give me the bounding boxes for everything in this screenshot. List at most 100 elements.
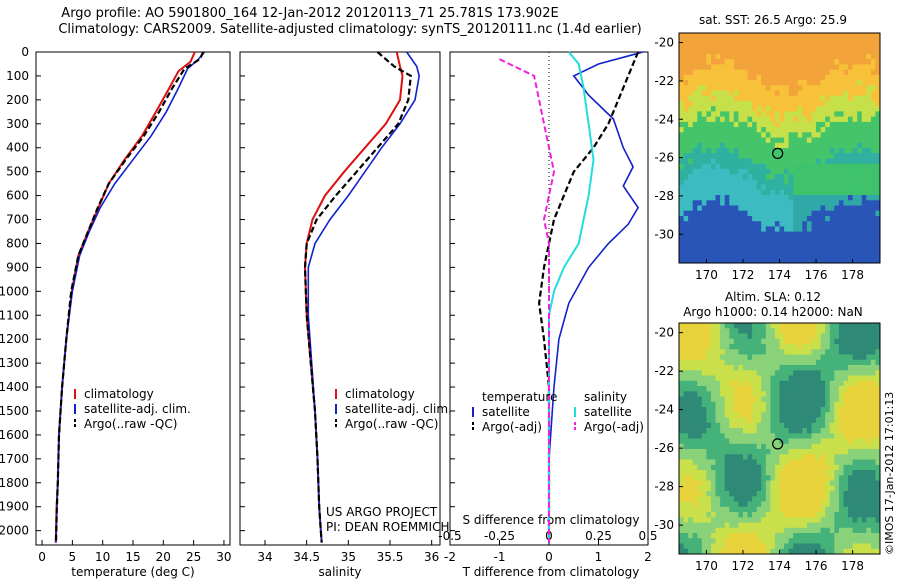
map-cell [811, 501, 817, 508]
map-cell [715, 85, 721, 91]
map-cell [752, 370, 758, 376]
map-cell [715, 538, 721, 544]
map-cell [774, 80, 780, 86]
legend-label: satellite [584, 405, 632, 419]
map-cell [861, 142, 867, 149]
map-cell [720, 501, 726, 508]
map-cell [857, 475, 863, 481]
map-cell [784, 148, 790, 154]
map-cell [866, 179, 872, 185]
map-cell [774, 417, 780, 424]
map-cell [724, 174, 730, 180]
map-cell [784, 365, 790, 371]
map-cell [692, 485, 698, 492]
map-cell [752, 480, 758, 487]
map-cell [870, 443, 876, 450]
map-cell [843, 512, 849, 518]
map-cell [770, 543, 776, 550]
map-cell [870, 401, 876, 408]
map-cell [870, 158, 876, 165]
map-cell [806, 349, 812, 355]
map-cell [875, 464, 881, 471]
map-cell [820, 90, 826, 97]
imos-stamp: ©IMOS 17-Jan-2012 17:01:13 [883, 392, 896, 555]
map-cell [733, 485, 739, 492]
map-cell [852, 127, 858, 133]
map-cell [797, 517, 803, 523]
map-cell [857, 179, 863, 185]
map-cell [816, 43, 821, 50]
map-cell [711, 242, 716, 248]
map-cell [870, 354, 876, 361]
map-cell [834, 221, 840, 227]
map-cell [866, 538, 872, 544]
map-cell [706, 386, 712, 392]
map-cell [747, 417, 753, 424]
legend-title-temperature: temperature [482, 390, 557, 404]
map-cell [838, 354, 844, 361]
map-cell [715, 338, 721, 345]
map-cell [692, 252, 698, 259]
map-cell [724, 412, 730, 418]
map-cell [701, 527, 707, 534]
map-cell [829, 512, 835, 518]
map-cell [743, 454, 748, 460]
map-cell [765, 95, 771, 102]
map-cell [820, 522, 826, 529]
map-cell [820, 407, 826, 413]
map-cell [706, 80, 712, 86]
map-cell [756, 179, 762, 185]
map-cell [816, 53, 821, 60]
map-cell [679, 195, 684, 201]
map-cell [870, 328, 876, 334]
map-cell [870, 512, 876, 518]
map-cell [784, 43, 790, 50]
map-cell [788, 527, 794, 534]
map-cell [715, 90, 721, 97]
map-cell [683, 375, 689, 382]
y-tick-label: 1200 [0, 332, 29, 346]
map-cell [697, 344, 703, 350]
map-cell [743, 64, 748, 70]
map-cell [738, 174, 744, 180]
map-cell [861, 491, 867, 497]
legend-title-salinity: salinity [584, 390, 627, 404]
map-cell [706, 247, 712, 253]
map-cell [825, 132, 831, 138]
map-cell [706, 216, 712, 222]
map-cell [743, 538, 748, 544]
map-cell [816, 168, 821, 175]
map-cell [852, 459, 858, 466]
map-cell [838, 205, 844, 212]
map-cell [752, 64, 758, 70]
map-cell [784, 247, 790, 253]
map-cell [697, 454, 703, 460]
credit-pi: PI: DEAN ROEMMICH [326, 520, 449, 534]
map-cell [683, 221, 689, 227]
map-cell [802, 491, 808, 497]
map-cell [706, 43, 712, 50]
x-top-tick-label: 0.5 [638, 529, 657, 543]
map-cell [724, 210, 730, 217]
map-cell [825, 221, 831, 227]
map-cell [838, 80, 844, 86]
map-cell [816, 80, 821, 86]
map-cell [866, 485, 872, 492]
map-cell [816, 522, 821, 529]
map-cell [706, 449, 712, 455]
map-cell [870, 132, 876, 138]
map-cell [861, 538, 867, 544]
map-cell [861, 69, 867, 76]
map-cell [784, 443, 790, 450]
map-cell [683, 380, 689, 387]
map-cell [765, 365, 771, 371]
map-cell [843, 179, 849, 185]
map-cell [720, 174, 726, 180]
map-cell [701, 48, 707, 55]
map-cell [779, 168, 785, 175]
map-cell [756, 205, 762, 212]
map-cell [761, 475, 767, 481]
map-cell [816, 252, 821, 259]
map-cell [829, 142, 835, 149]
map-cell [820, 163, 826, 170]
